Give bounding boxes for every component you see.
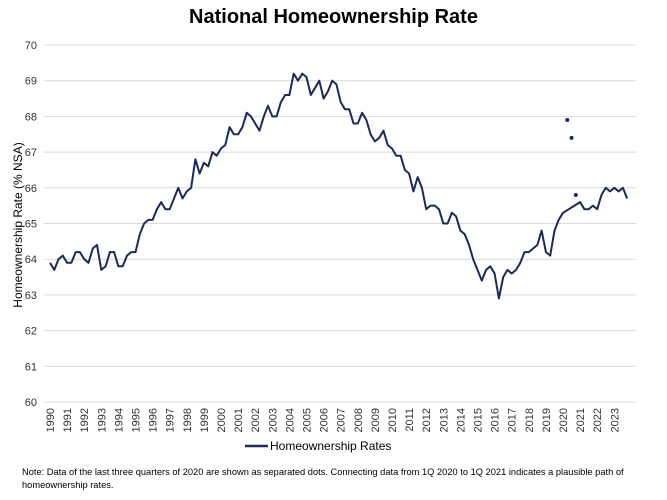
x-tick-label: 1998 bbox=[182, 408, 194, 432]
x-tick-label: 2004 bbox=[284, 408, 296, 432]
y-tick-label: 66 bbox=[25, 183, 37, 195]
y-tick-label: 68 bbox=[25, 111, 37, 123]
chart-note: Note: Data of the last three quarters of… bbox=[22, 467, 624, 490]
y-tick-label: 62 bbox=[25, 326, 37, 338]
x-tick-label: 2012 bbox=[421, 408, 433, 432]
x-tick-label: 2011 bbox=[404, 408, 416, 432]
series-line-homeownership-rates bbox=[49, 72, 629, 300]
x-tick-label: 2000 bbox=[216, 408, 228, 432]
x-tick-label: 2022 bbox=[592, 408, 604, 432]
x-tick-label: 1999 bbox=[199, 408, 211, 432]
x-tick-label: 2023 bbox=[609, 408, 621, 432]
x-tick-label: 2021 bbox=[575, 408, 587, 432]
x-tick-label: 1994 bbox=[113, 408, 125, 432]
y-tick-label: 67 bbox=[25, 147, 37, 159]
x-tick-label: 1990 bbox=[45, 408, 57, 432]
y-tick-label: 63 bbox=[25, 290, 37, 302]
x-tick-label: 2018 bbox=[524, 408, 536, 432]
x-tick-label: 1991 bbox=[62, 408, 74, 432]
x-tick-label: 2015 bbox=[473, 408, 485, 432]
x-tick-label: 2006 bbox=[319, 408, 331, 432]
x-tick-label: 1995 bbox=[131, 408, 143, 432]
y-tick-label: 60 bbox=[25, 397, 37, 409]
y-tick-label: 65 bbox=[25, 219, 37, 231]
x-tick-label: 1996 bbox=[148, 408, 160, 432]
x-tick-label: 2001 bbox=[233, 408, 245, 432]
chart-title: National Homeownership Rate bbox=[189, 6, 478, 28]
y-axis-label: Homeownership Rate (% NSA) bbox=[11, 142, 25, 307]
data-point-2020-q2 bbox=[565, 117, 570, 122]
data-point-2020-q4 bbox=[573, 192, 578, 197]
y-tick-label: 64 bbox=[25, 254, 37, 266]
x-tick-label: 2008 bbox=[353, 408, 365, 432]
x-tick-label: 2017 bbox=[507, 408, 519, 432]
data-point-2020-q3 bbox=[569, 135, 574, 140]
x-tick-label: 1993 bbox=[96, 408, 108, 432]
x-tick-label: 2005 bbox=[302, 408, 314, 432]
x-tick-label: 2009 bbox=[370, 408, 382, 432]
y-tick-label: 69 bbox=[25, 76, 37, 88]
x-tick-label: 1992 bbox=[79, 408, 91, 432]
legend-label: Homeownership Rates bbox=[270, 439, 391, 453]
x-tick-label: 2014 bbox=[455, 408, 467, 432]
x-tick-label: 2013 bbox=[438, 408, 450, 432]
line-chart: 60 61 62 63 64 65 66 67 68 69 70 1990 1991 1992 1993 19… bbox=[11, 40, 636, 453]
x-tick-label: 2020 bbox=[558, 408, 570, 432]
x-tick-label: 2016 bbox=[490, 408, 502, 432]
x-tick-label: 2019 bbox=[541, 408, 553, 432]
x-tick-label: 2007 bbox=[336, 408, 348, 432]
y-tick-label: 70 bbox=[25, 40, 37, 52]
x-tick-label: 2002 bbox=[250, 408, 262, 432]
x-tick-label: 2010 bbox=[387, 408, 399, 432]
y-tick-label: 61 bbox=[25, 361, 37, 373]
x-tick-label: 1997 bbox=[165, 408, 177, 432]
x-tick-label: 2003 bbox=[267, 408, 279, 432]
